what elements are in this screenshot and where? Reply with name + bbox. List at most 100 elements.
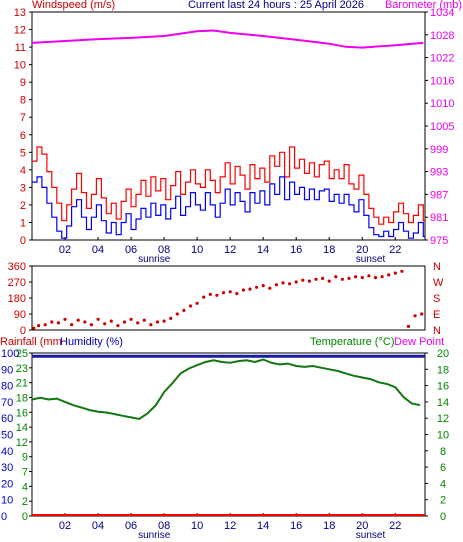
direction-point [393,271,397,275]
humidity-tick-label: 100 [1,348,19,360]
direction-point [400,269,404,273]
wind-y-tick-label: 9 [20,77,26,89]
direction-point [208,292,212,296]
direction-point [261,284,265,288]
barometer-line [31,29,424,49]
direction-point [334,275,338,279]
temp-left-tick-label: 23 [16,363,28,375]
direction-point [321,276,325,280]
x-tick-label: 12 [224,520,236,532]
direction-point [122,320,127,324]
direction-point [56,321,61,325]
temp-right-tick-label: 20 [437,348,449,360]
temp-right-tick-label: 2 [440,495,446,507]
temp-right-tick-label: 4 [440,478,446,490]
wind-y-tick-label: 2 [20,200,26,212]
direction-point [162,319,166,323]
temp-right-tick-label: 12 [437,413,449,425]
compass-label: S [433,293,440,305]
humidity-tick-label: 0 [1,511,7,523]
direction-y-tick-label: 360 [8,261,26,273]
direction-point [221,291,226,295]
temperature-axis-title: Temperature (°C) [310,336,394,348]
direction-point [413,314,417,318]
wind-y-tick-label: 8 [20,95,26,107]
barometer-axis-title: Barometer (mb) [385,0,462,11]
wind-y-tick-label: 12 [14,25,26,37]
direction-point [274,283,278,287]
direction-point [169,316,173,320]
humidity-tick-label: 10 [1,495,13,507]
sunrise-label: sunrise [138,530,171,541]
temp-left-tick-label: 2 [22,496,28,508]
direction-point [32,326,36,330]
direction-point [420,312,424,316]
wind-y-tick-label: 6 [20,130,26,142]
direction-point [268,286,272,290]
direction-point [175,312,179,316]
direction-y-tick-label: 270 [8,277,26,289]
direction-point [37,324,41,328]
x-tick-label: 22 [389,520,401,532]
direction-point [255,285,259,289]
temp-humidity-panel: 0102030405060708090100024791214161821232… [1,348,449,541]
humidity-tick-label: 60 [1,413,13,425]
wind-y-tick-label: 4 [20,165,26,177]
temp-plot-frame [31,352,426,517]
direction-y-tick-label: 180 [8,293,26,305]
humidity-tick-label: 90 [1,364,13,376]
sunset-label: sunset [356,530,386,541]
direction-point [50,320,54,324]
temp-left-tick-label: 0 [22,511,28,523]
direction-point [63,317,67,321]
direction-point [373,276,378,280]
direction-point [380,275,384,279]
x-tick-label: 16 [290,244,302,256]
x-tick-label: 06 [125,244,137,256]
x-tick-label: 14 [257,244,269,256]
temp-left-tick-label: 7 [22,467,28,479]
direction-point [103,322,107,326]
direction-point [43,323,47,327]
compass-label: N [433,325,441,337]
x-tick-label: 22 [389,244,401,256]
direction-point [109,319,113,323]
direction-plot-frame [31,265,426,331]
direction-point [89,323,93,327]
baro-y-tick-label: 1034 [430,7,454,19]
rainfall-axis-title: Rainfall (mm [0,336,62,348]
humidity-tick-label: 80 [1,381,13,393]
baro-y-tick-label: 1016 [430,75,454,87]
wind-y-tick-label: 11 [15,42,26,54]
baro-y-tick-label: 1028 [430,30,454,42]
wind-y-tick-label: 13 [14,7,26,19]
direction-point [129,317,133,321]
direction-point [149,323,153,327]
direction-point [367,274,371,278]
wind-y-tick-label: 1 [20,217,26,229]
compass-label: N [433,261,441,273]
direction-point [248,287,252,291]
x-tick-label: 18 [323,244,335,256]
direction-y-tick-label: 90 [14,309,26,321]
dewpoint-axis-title: Dew Point [394,336,444,348]
x-tick-label: 08 [158,520,170,532]
direction-point [188,304,193,308]
direction-point [83,320,87,324]
direction-point [301,278,305,282]
direction-point [215,293,219,297]
x-tick-label: 12 [224,244,236,256]
direction-point [136,321,140,325]
direction-point [314,277,318,281]
compass-label: E [433,309,440,321]
humidity-tick-label: 40 [1,446,13,458]
temp-right-tick-label: 16 [437,381,449,393]
direction-point [155,320,160,324]
direction-point [202,295,206,299]
x-tick-label: 06 [125,520,137,532]
compass-label: W [433,277,444,289]
temp-left-tick-label: 14 [16,422,28,434]
direction-point [235,292,239,296]
x-tick-label: 04 [92,520,104,532]
